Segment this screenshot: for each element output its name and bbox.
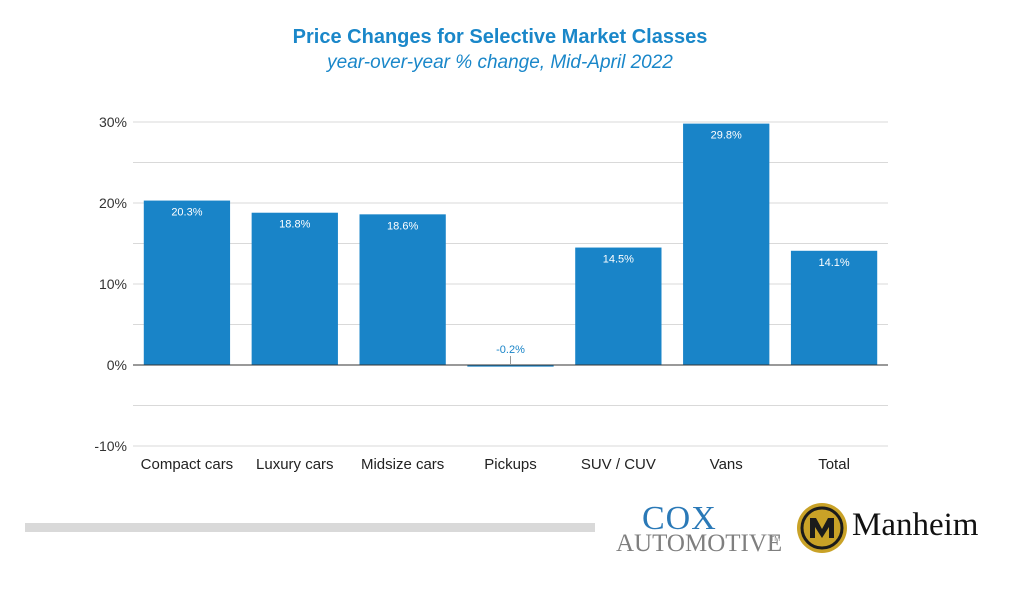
trademark-mark: TM [770,536,781,543]
data-label: -0.2% [496,344,525,356]
data-label: 18.8% [279,219,310,231]
bar [790,250,878,365]
x-category-label: Compact cars [141,456,234,473]
x-category-label: Luxury cars [256,456,334,473]
data-label: 14.5% [603,254,634,266]
bar [143,200,231,365]
bar [359,214,446,365]
data-label: 18.6% [387,220,418,232]
chart-title: Price Changes for Selective Market Class… [292,26,708,48]
y-tick-label: 0% [107,357,127,373]
x-category-label: Vans [710,456,743,473]
bar [467,365,554,367]
cox-logo-text: COX [642,500,717,537]
x-category-label: Pickups [484,456,537,473]
data-label: 29.8% [711,130,742,142]
data-label: 14.1% [818,257,849,269]
y-tick-label: 20% [99,195,127,211]
automotive-logo-text: AUTOMOTIVE [616,530,783,557]
y-tick-label: 10% [99,276,127,292]
manheim-logo: Manheim [796,502,1006,556]
data-label: 20.3% [171,207,202,219]
x-category-label: SUV / CUV [581,456,656,473]
y-tick-label: -10% [94,438,127,454]
cox-automotive-logo: COX AUTOMOTIVE TM [612,500,787,562]
manheim-logo-text: Manheim [852,507,979,543]
x-category-label: Midsize cars [361,456,444,473]
footer-divider-bar [25,523,595,532]
bar [251,212,338,365]
chart-subtitle: year-over-year % change, Mid-April 2022 [327,52,673,73]
x-category-label: Total [818,456,850,473]
bar [683,123,770,366]
y-tick-label: 30% [99,114,127,130]
bar [575,247,662,365]
manheim-emblem-icon [797,503,847,553]
